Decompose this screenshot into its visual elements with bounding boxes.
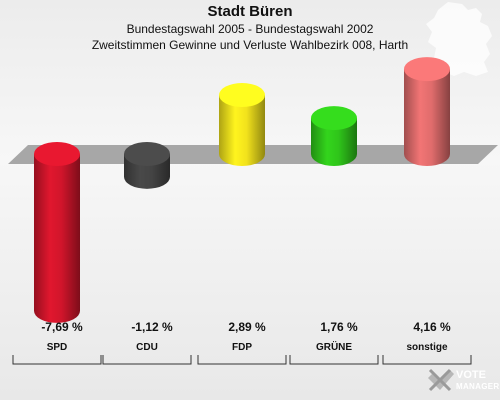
bar-body-grne xyxy=(311,118,357,166)
bar-cap-fdp xyxy=(219,83,265,108)
axis-group xyxy=(12,355,472,365)
axis-bracket-grne xyxy=(289,355,379,365)
category-label-sonstige: sonstige xyxy=(406,342,448,353)
axis-bracket-spd xyxy=(12,355,102,365)
bar-body-sonstige xyxy=(404,69,450,166)
category-label-fdp: FDP xyxy=(232,342,252,353)
chart-subtitle-district: Zweitstimmen Gewinne und Verluste Wahlbe… xyxy=(91,38,409,52)
axis-bracket-sonstige xyxy=(382,355,472,365)
value-label-cdu: -1,12 % xyxy=(131,320,173,334)
labels-group: -7,69 % SPD -1,12 % CDU 2,89 % FDP 1,76 % GRÜNE… xyxy=(41,320,451,353)
chart-title: Stadt Büren xyxy=(207,3,293,20)
bar-spd xyxy=(34,142,80,323)
value-label-fdp: 2,89 % xyxy=(228,320,266,334)
bar-cap-sonstige xyxy=(404,57,450,82)
bar-cap-spd xyxy=(34,142,80,166)
value-label-spd: -7,69 % xyxy=(41,320,83,334)
bar-cap-cdu xyxy=(124,142,170,166)
votemanager-logo xyxy=(428,368,454,392)
value-label-sonstige: 4,16 % xyxy=(413,320,451,334)
axis-bracket-cdu xyxy=(102,355,192,365)
bar-cap-grne xyxy=(311,106,357,131)
germany-map-icon xyxy=(426,2,492,76)
category-label-spd: SPD xyxy=(47,342,68,353)
category-label-grne: GRÜNE xyxy=(316,340,352,353)
value-label-grne: 1,76 % xyxy=(320,320,358,334)
bar-grne xyxy=(311,106,357,166)
bars-group xyxy=(34,57,450,323)
category-label-cdu: CDU xyxy=(136,342,158,353)
bar-body-fdp xyxy=(219,95,265,166)
bar-cdu xyxy=(124,142,170,189)
logo-text: VOTE xyxy=(456,369,486,381)
bar-sonstige xyxy=(404,57,450,166)
axis-bracket-fdp xyxy=(197,355,287,365)
chart-subtitle-election: Bundestagswahl 2005 - Bundestagswahl 200… xyxy=(126,22,374,36)
logo-subtext: MANAGER xyxy=(456,382,500,391)
bar-body-spd xyxy=(34,154,80,323)
bar-fdp xyxy=(219,83,265,166)
